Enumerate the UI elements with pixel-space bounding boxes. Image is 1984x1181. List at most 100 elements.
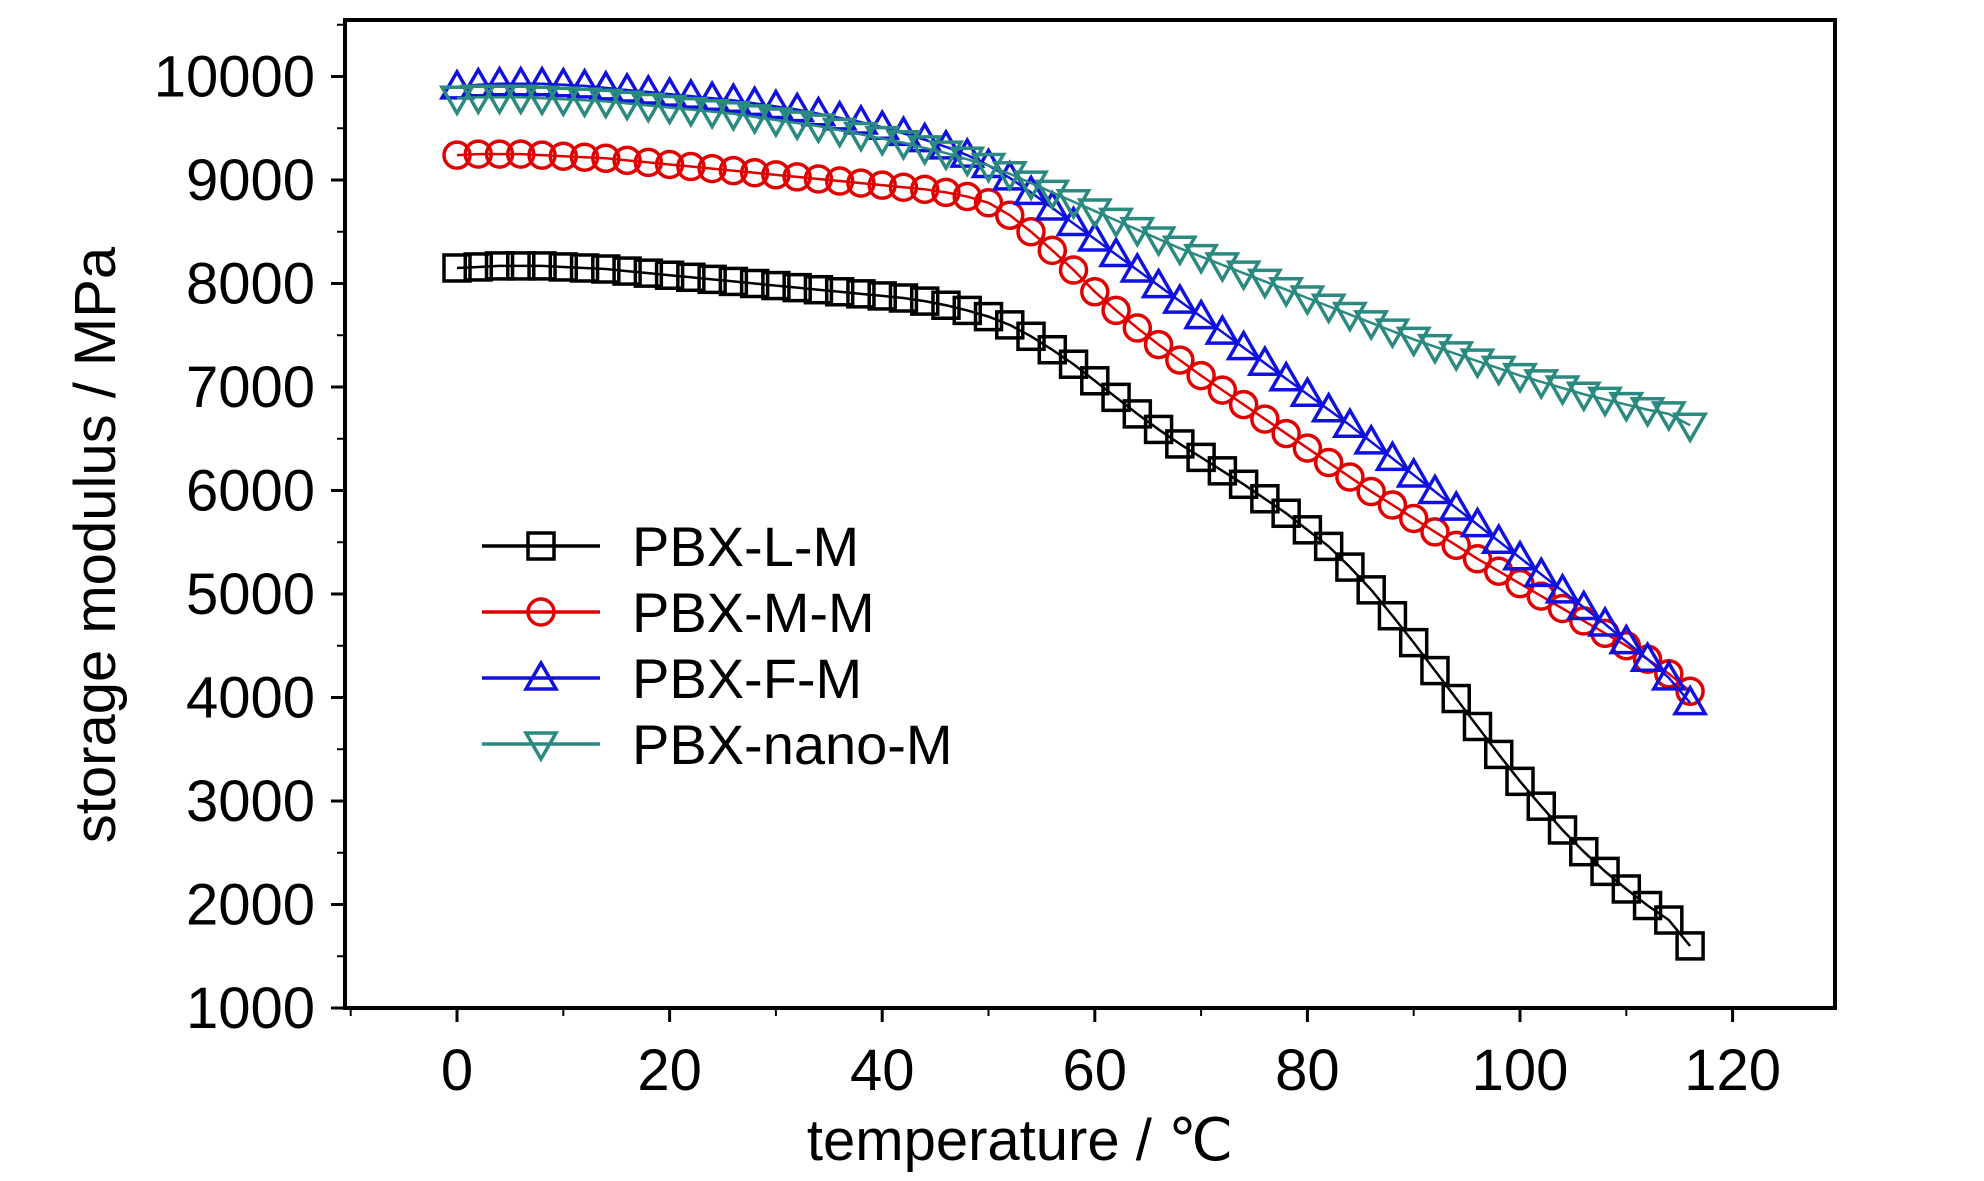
data-point bbox=[1246, 344, 1283, 376]
data-point bbox=[949, 146, 986, 178]
plot-frame bbox=[343, 18, 1837, 1010]
data-point bbox=[1268, 360, 1305, 392]
data-point bbox=[1183, 298, 1220, 330]
data-point bbox=[548, 252, 579, 282]
series-layer bbox=[438, 65, 1709, 961]
data-point bbox=[718, 266, 749, 297]
x-tick-label: 20 bbox=[637, 1038, 702, 1103]
data-point bbox=[506, 251, 536, 281]
data-point bbox=[715, 81, 752, 114]
data-point bbox=[1313, 447, 1344, 478]
data-point bbox=[1420, 655, 1450, 686]
data-point bbox=[931, 177, 961, 208]
data-point bbox=[1501, 539, 1539, 571]
data-point bbox=[1012, 173, 1050, 206]
data-point bbox=[1101, 382, 1131, 413]
data-point bbox=[1289, 375, 1326, 407]
data-point bbox=[1271, 498, 1301, 529]
data-point bbox=[1310, 391, 1347, 423]
data-point bbox=[1119, 216, 1156, 249]
data-point bbox=[1654, 905, 1684, 935]
data-point bbox=[1034, 189, 1071, 221]
data-point bbox=[545, 66, 582, 98]
data-point bbox=[1098, 236, 1135, 268]
data-point bbox=[1101, 295, 1131, 326]
data-point bbox=[1629, 640, 1666, 672]
data-point bbox=[739, 158, 770, 188]
data-point bbox=[909, 286, 940, 316]
data-point bbox=[952, 181, 982, 212]
data-point bbox=[761, 270, 791, 301]
data-point bbox=[824, 166, 855, 196]
data-point bbox=[694, 98, 731, 131]
data-point bbox=[1098, 207, 1135, 239]
data-point bbox=[672, 96, 709, 129]
data-point bbox=[1271, 418, 1301, 449]
data-point bbox=[591, 143, 621, 174]
data-point bbox=[1526, 791, 1557, 821]
data-point bbox=[1629, 397, 1666, 429]
data-point bbox=[1122, 313, 1153, 343]
data-point bbox=[587, 88, 624, 120]
data-point bbox=[527, 251, 557, 281]
data-point bbox=[1335, 462, 1365, 492]
data-point bbox=[931, 290, 961, 320]
data-point bbox=[846, 279, 876, 309]
data-point bbox=[612, 145, 642, 176]
y-tick-label: 2000 bbox=[186, 873, 315, 938]
data-point bbox=[1608, 623, 1645, 655]
data-point bbox=[1335, 552, 1365, 582]
legend-item: PBX-M-M bbox=[482, 581, 875, 644]
data-point bbox=[545, 86, 582, 118]
data-point bbox=[1398, 503, 1429, 534]
data-point bbox=[800, 113, 837, 145]
data-point bbox=[1377, 490, 1408, 520]
data-point bbox=[1140, 226, 1177, 258]
data-point bbox=[1672, 412, 1709, 444]
data-point bbox=[739, 268, 770, 299]
data-point bbox=[1544, 572, 1581, 604]
data-point bbox=[1611, 874, 1642, 904]
data-point bbox=[1140, 267, 1177, 299]
legend-item: PBX-L-M bbox=[482, 515, 859, 578]
data-point bbox=[824, 277, 855, 307]
data-point bbox=[1587, 386, 1624, 418]
data-point bbox=[1565, 588, 1602, 621]
data-point bbox=[1016, 217, 1046, 247]
data-point bbox=[654, 260, 685, 290]
y-tick-label: 6000 bbox=[186, 459, 315, 524]
y-tick-label: 9000 bbox=[186, 148, 315, 213]
data-point bbox=[612, 256, 642, 286]
data-point bbox=[1037, 235, 1068, 266]
data-point bbox=[1420, 517, 1450, 547]
data-point bbox=[1161, 282, 1198, 314]
data-point bbox=[1143, 329, 1174, 360]
data-point bbox=[697, 264, 727, 295]
data-point bbox=[438, 85, 476, 117]
data-point bbox=[1441, 530, 1471, 561]
data-point bbox=[973, 301, 1004, 332]
data-point bbox=[442, 140, 472, 170]
data-point bbox=[1501, 362, 1539, 395]
data-point bbox=[442, 253, 472, 283]
data-point bbox=[676, 262, 706, 293]
y-tick-label: 4000 bbox=[186, 666, 315, 731]
data-point bbox=[1462, 711, 1493, 742]
data-point bbox=[1055, 204, 1092, 237]
data-point bbox=[672, 77, 709, 109]
data-point bbox=[1313, 531, 1344, 562]
data-point bbox=[1569, 836, 1599, 867]
x-axis-title: temperature / ℃ bbox=[807, 1108, 1233, 1173]
data-point bbox=[1416, 473, 1453, 505]
data-point bbox=[715, 101, 752, 133]
y-tick-label: 3000 bbox=[186, 769, 315, 834]
data-point bbox=[782, 162, 812, 192]
data-point bbox=[1441, 683, 1471, 714]
data-point bbox=[1462, 544, 1493, 574]
data-point bbox=[502, 84, 539, 116]
data-point bbox=[566, 67, 603, 99]
data-point bbox=[524, 85, 561, 117]
y-axis-title: storage modulus / MPa bbox=[63, 246, 128, 843]
data-point bbox=[1675, 676, 1705, 707]
